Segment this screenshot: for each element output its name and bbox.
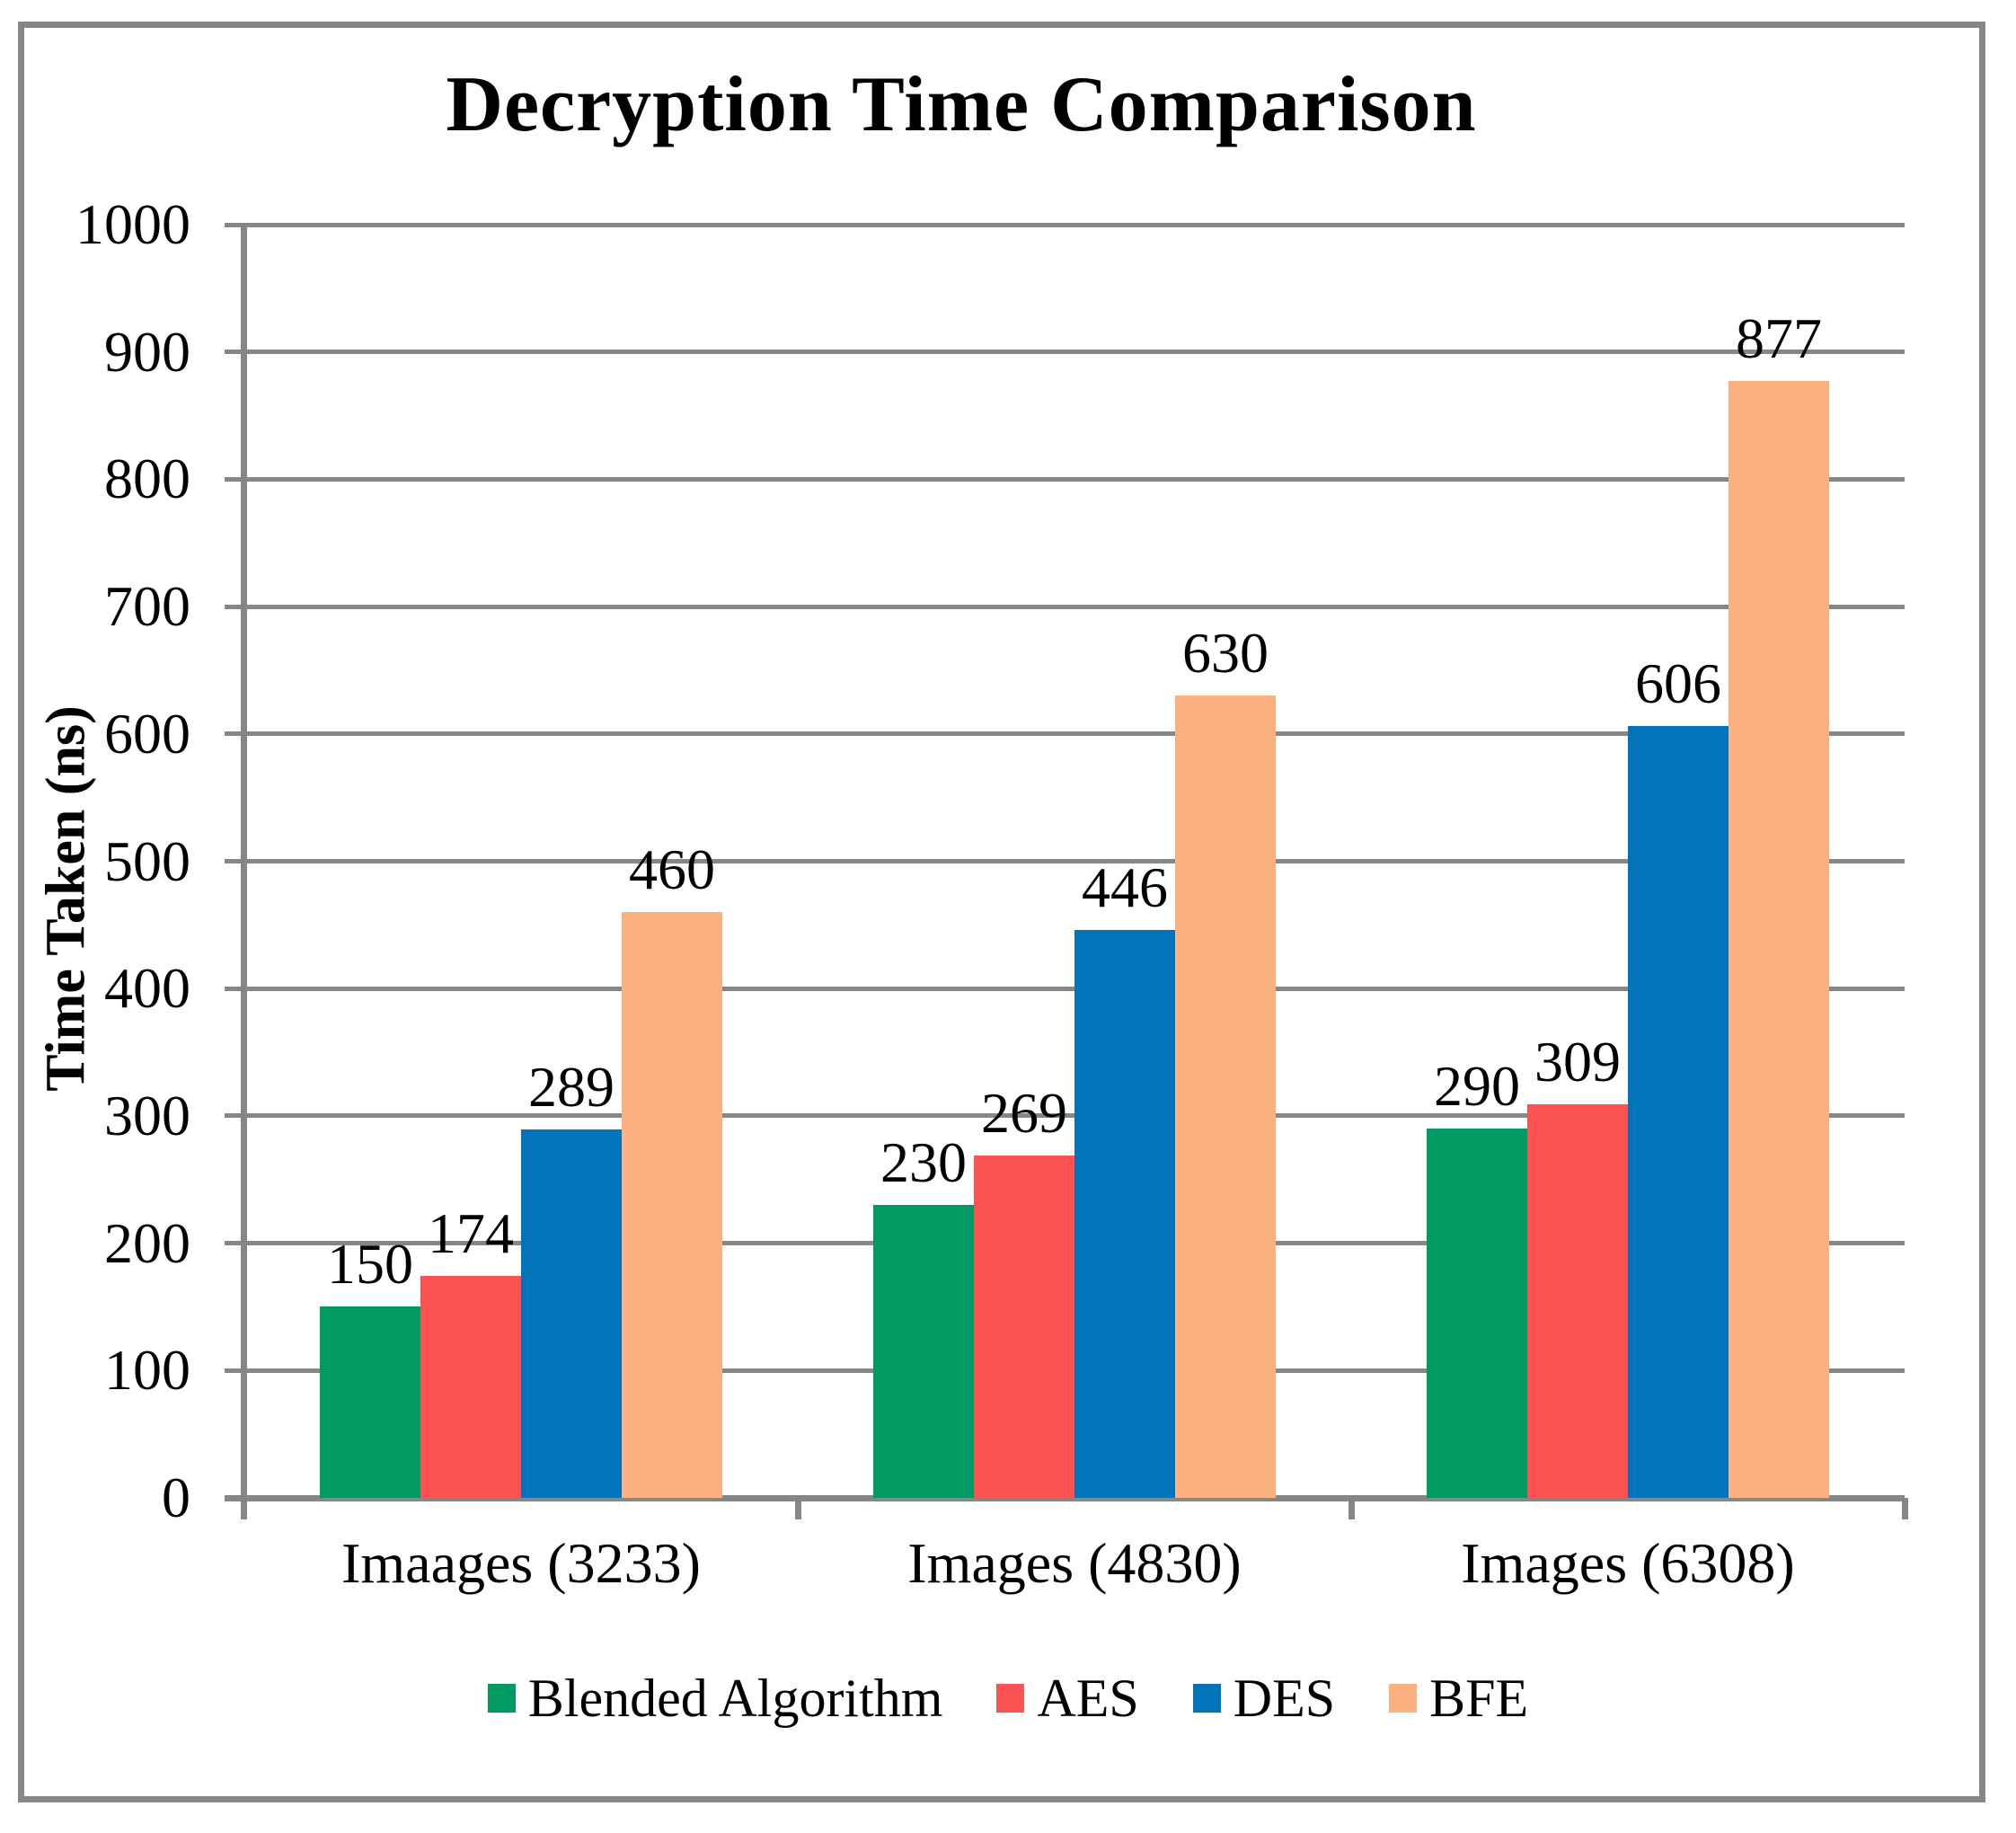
- legend-item-blended-algorithm: Blended Algorithm: [487, 1668, 943, 1730]
- x-category-label-2: Images (4830): [907, 1531, 1242, 1595]
- plot-area: 150 174 289 460 230 269 446 630 290 309 606 877: [225, 222, 1908, 1519]
- bar-des-cat2: [1074, 930, 1175, 1498]
- gridline-500: [225, 859, 1905, 863]
- legend-swatch-icon: [487, 1684, 516, 1713]
- bar-value-label: 460: [629, 837, 715, 901]
- bar-blended-algorithm-cat1: [320, 1306, 420, 1498]
- x-axis-tick-2: [1348, 1498, 1355, 1519]
- bar-value-label: 230: [880, 1130, 967, 1194]
- y-tick-label-0: 0: [162, 1466, 190, 1529]
- y-tick-label-500: 500: [104, 828, 190, 893]
- bar-des-cat3: [1628, 726, 1729, 1498]
- x-axis-tick-3: [1901, 1498, 1908, 1519]
- bar-value-label: 606: [1635, 651, 1721, 715]
- x-category-label-3: Images (6308): [1461, 1531, 1795, 1595]
- y-tick-label-600: 600: [104, 701, 190, 766]
- chart-title: Decryption Time Comparison: [446, 61, 1477, 148]
- y-tick-label-800: 800: [104, 447, 190, 511]
- gridline-400: [225, 986, 1905, 991]
- bar-value-label: 290: [1434, 1054, 1520, 1118]
- y-tick-label-300: 300: [104, 1083, 190, 1147]
- bar-value-label: 446: [1082, 855, 1168, 919]
- gridline-900: [225, 350, 1905, 355]
- bar-aes-cat3: [1527, 1104, 1628, 1498]
- bar-bfe-cat2: [1175, 695, 1276, 1498]
- bar-value-label: 150: [327, 1232, 413, 1296]
- bar-bfe-cat3: [1729, 381, 1829, 1498]
- x-category-label-1: Imaages (3233): [341, 1531, 701, 1595]
- bar-value-label: 269: [981, 1081, 1067, 1145]
- gridline-800: [225, 476, 1905, 482]
- bar-value-label: 877: [1736, 306, 1822, 370]
- bar-value-label: 289: [528, 1055, 615, 1119]
- legend-label: DES: [1233, 1668, 1336, 1728]
- y-tick-label-400: 400: [104, 956, 190, 1021]
- bar-value-label: 630: [1182, 621, 1269, 685]
- legend-swatch-icon: [1389, 1684, 1418, 1713]
- chart-border: [18, 22, 1985, 1802]
- legend-swatch-icon: [1192, 1684, 1221, 1713]
- y-tick-label-1000: 1000: [75, 192, 190, 256]
- gridline-0: [225, 1494, 1905, 1501]
- bar-des-cat1: [521, 1129, 622, 1498]
- y-tick-label-200: 200: [104, 1210, 190, 1275]
- x-axis-tick-1: [794, 1498, 801, 1519]
- gridline-700: [225, 604, 1905, 609]
- bar-blended-algorithm-cat2: [873, 1205, 974, 1498]
- legend-label: AES: [1037, 1668, 1139, 1728]
- bar-blended-algorithm-cat3: [1427, 1129, 1527, 1498]
- bar-value-label: 309: [1534, 1030, 1621, 1094]
- legend-item-bfe: BFE: [1389, 1668, 1528, 1730]
- legend-swatch-icon: [996, 1684, 1025, 1713]
- legend-item-aes: AES: [996, 1668, 1139, 1730]
- y-tick-label-700: 700: [104, 574, 190, 639]
- bar-bfe-cat1: [622, 912, 722, 1498]
- legend-label: Blended Algorithm: [527, 1668, 943, 1728]
- bar-value-label: 174: [428, 1201, 514, 1265]
- gridline-600: [225, 731, 1905, 737]
- y-tick-label-100: 100: [104, 1338, 190, 1403]
- bar-aes-cat1: [420, 1276, 521, 1498]
- legend: Blended Algorithm AES DES BFE: [0, 1660, 2016, 1736]
- y-axis-line: [241, 225, 247, 1519]
- gridline-1000: [225, 222, 1905, 227]
- bar-aes-cat2: [974, 1156, 1074, 1498]
- gridline-300: [225, 1113, 1905, 1119]
- legend-label: BFE: [1429, 1668, 1529, 1728]
- legend-item-des: DES: [1192, 1668, 1336, 1730]
- y-tick-label-900: 900: [104, 319, 190, 384]
